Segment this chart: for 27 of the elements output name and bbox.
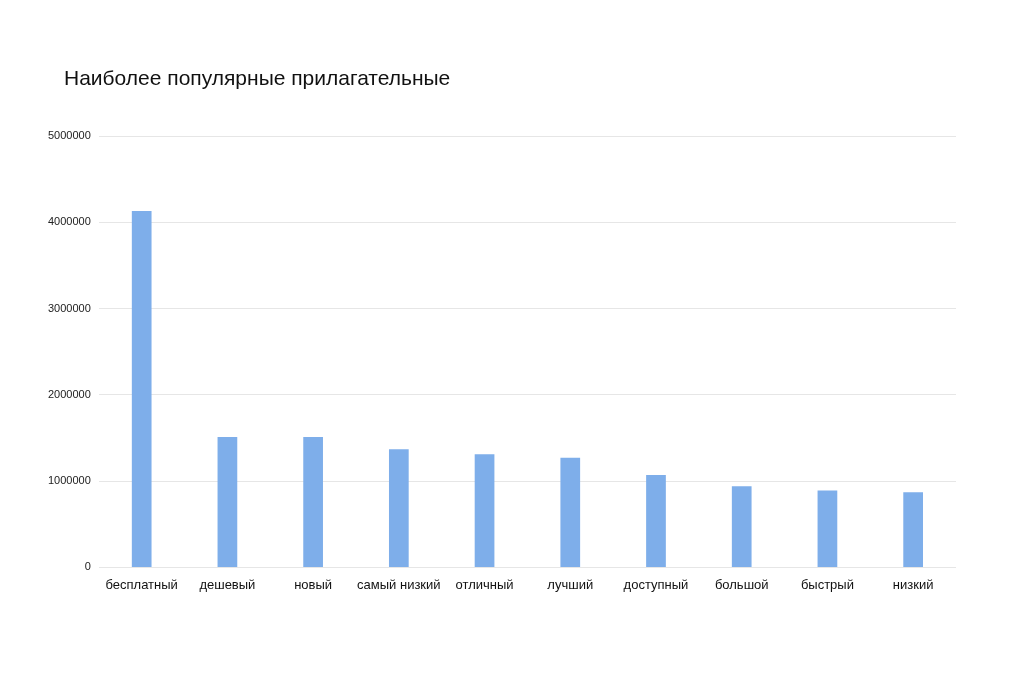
y-tick-label: 1000000	[48, 474, 91, 487]
bar	[131, 211, 152, 567]
x-tick-label: дешевый	[199, 576, 256, 592]
y-tick-label: 4000000	[48, 215, 91, 228]
y-tick-label: 3000000	[48, 301, 91, 314]
x-tick-label: лучший	[547, 576, 594, 592]
bar	[388, 449, 409, 567]
x-tick-label: отличный	[455, 576, 514, 592]
x-tick-label: бесплатный	[105, 576, 178, 592]
x-tick-label: низкий	[892, 576, 934, 592]
x-tick-label: самый низкий	[357, 576, 441, 592]
bar	[817, 490, 838, 567]
bar	[731, 486, 752, 567]
bar	[903, 492, 923, 567]
x-tick-label: большой	[714, 576, 769, 592]
x-tick-label: новый	[294, 576, 333, 592]
x-tick-label: доступный	[623, 576, 689, 592]
bar	[646, 475, 666, 567]
bar	[217, 437, 238, 567]
y-tick-label: 0	[84, 560, 91, 573]
x-tick-label: быстрый	[800, 576, 854, 592]
chart-title: Наиболее популярные прилагательные	[64, 66, 451, 90]
bar	[560, 457, 581, 567]
y-tick-label: 2000000	[48, 387, 91, 400]
bar	[303, 437, 323, 567]
bar	[474, 454, 495, 567]
y-tick-label: 5000000	[48, 129, 91, 142]
